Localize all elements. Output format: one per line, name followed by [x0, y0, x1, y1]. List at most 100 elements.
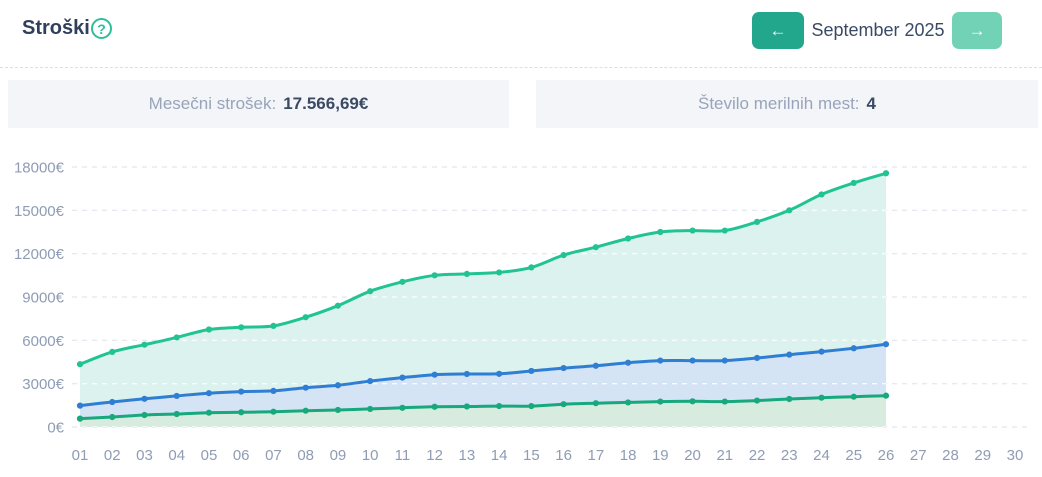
series-2-point[interactable]	[76, 402, 84, 409]
x-axis-tick: 09	[330, 447, 347, 464]
series-2-point[interactable]	[528, 367, 535, 375]
total-cost-point[interactable]	[850, 179, 857, 186]
total-cost-point[interactable]	[786, 207, 793, 214]
x-axis-tick: 16	[555, 447, 572, 464]
series-3-point[interactable]	[786, 395, 793, 403]
monthly-cost-stat: Mesečni strošek: 17.566,69€	[8, 80, 509, 128]
series-3-point[interactable]	[141, 411, 148, 419]
total-cost-point[interactable]	[109, 348, 116, 355]
series-3-point[interactable]	[721, 398, 728, 405]
series-3-point[interactable]	[399, 404, 406, 411]
total-cost-point[interactable]	[76, 361, 84, 368]
series-2-point[interactable]	[431, 371, 438, 378]
series-2-point[interactable]	[141, 395, 148, 402]
series-2-point[interactable]	[173, 392, 180, 400]
series-3-point[interactable]	[850, 393, 857, 400]
total-cost-point[interactable]	[721, 227, 728, 234]
series-2-point[interactable]	[882, 341, 890, 348]
total-cost-point[interactable]	[431, 272, 438, 279]
series-2-point[interactable]	[624, 359, 632, 366]
y-axis-tick: 0€	[47, 420, 64, 437]
x-axis-tick: 22	[749, 447, 766, 464]
series-2-point[interactable]	[496, 370, 503, 377]
series-2-point[interactable]	[560, 364, 567, 372]
total-cost-point[interactable]	[334, 302, 342, 309]
series-2-point[interactable]	[786, 351, 793, 358]
series-2-point[interactable]	[367, 377, 374, 385]
total-cost-point[interactable]	[205, 326, 213, 333]
y-axis-tick: 15000€	[14, 203, 65, 220]
series-2-point[interactable]	[205, 390, 213, 397]
series-2-point[interactable]	[334, 382, 342, 389]
total-cost-point[interactable]	[657, 228, 664, 236]
series-2-point[interactable]	[818, 348, 825, 355]
series-2-point[interactable]	[399, 374, 406, 381]
series-3-point[interactable]	[592, 400, 599, 407]
series-3-point[interactable]	[689, 398, 696, 405]
series-2-point[interactable]	[657, 357, 664, 364]
series-3-point[interactable]	[496, 402, 503, 410]
total-cost-point[interactable]	[818, 191, 825, 198]
y-axis-tick: 6000€	[22, 333, 64, 350]
series-3-point[interactable]	[560, 401, 567, 408]
y-axis-tick: 3000€	[22, 376, 64, 393]
x-axis-tick: 17	[587, 447, 604, 464]
total-cost-point[interactable]	[463, 270, 470, 277]
series-2-point[interactable]	[850, 345, 857, 352]
series-3-point[interactable]	[624, 399, 632, 406]
total-cost-point[interactable]	[270, 322, 277, 329]
series-2-point[interactable]	[270, 387, 277, 394]
series-2-point[interactable]	[721, 357, 728, 364]
x-axis-tick: 11	[395, 447, 411, 464]
total-cost-point[interactable]	[528, 264, 535, 271]
next-month-button[interactable]: →	[952, 12, 1002, 49]
series-3-point[interactable]	[334, 406, 342, 414]
series-3-point[interactable]	[205, 409, 213, 416]
total-cost-point[interactable]	[302, 314, 309, 321]
series-3-point[interactable]	[657, 398, 664, 405]
x-axis-tick: 07	[265, 447, 282, 464]
total-cost-point[interactable]	[689, 227, 696, 234]
series-2-point[interactable]	[463, 370, 470, 378]
total-cost-point[interactable]	[173, 334, 180, 341]
series-3-point[interactable]	[302, 407, 309, 414]
series-3-point[interactable]	[109, 413, 116, 421]
series-3-point[interactable]	[270, 408, 277, 415]
total-cost-point[interactable]	[367, 288, 374, 295]
series-3-point[interactable]	[173, 410, 180, 418]
series-2-point[interactable]	[302, 384, 309, 391]
series-3-point[interactable]	[431, 403, 438, 410]
total-cost-point[interactable]	[496, 269, 503, 276]
series-2-point[interactable]	[689, 357, 696, 364]
series-3-point[interactable]	[528, 402, 535, 410]
series-3-point[interactable]	[238, 409, 245, 416]
help-icon[interactable]: ?	[91, 18, 112, 39]
prev-month-button[interactable]: ←	[752, 12, 804, 49]
series-3-point[interactable]	[882, 392, 890, 399]
x-axis-tick: 10	[362, 447, 379, 464]
total-cost-point[interactable]	[753, 218, 761, 225]
x-axis-tick: 06	[233, 447, 250, 464]
total-cost-point[interactable]	[560, 252, 567, 259]
total-cost-point[interactable]	[592, 244, 599, 251]
total-cost-point[interactable]	[141, 341, 148, 348]
series-3-point[interactable]	[76, 415, 84, 422]
series-3-point[interactable]	[753, 397, 761, 404]
total-cost-point[interactable]	[238, 324, 245, 331]
total-cost-point[interactable]	[399, 278, 406, 285]
series-2-point[interactable]	[753, 354, 761, 362]
series-2-point[interactable]	[109, 398, 116, 406]
series-3-point[interactable]	[367, 405, 374, 413]
series-2-point[interactable]	[592, 362, 599, 369]
series-3-point[interactable]	[818, 394, 825, 401]
series-2-point[interactable]	[238, 388, 245, 395]
x-axis-tick: 02	[104, 447, 121, 464]
total-cost-point[interactable]	[882, 170, 890, 177]
x-axis-tick: 12	[426, 447, 443, 464]
x-axis-tick: 27	[910, 447, 927, 464]
series-3-point[interactable]	[463, 403, 470, 410]
arrow-right-icon: →	[968, 20, 986, 40]
total-cost-point[interactable]	[624, 235, 632, 242]
monthly-cost-value: 17.566,69€	[283, 94, 369, 113]
